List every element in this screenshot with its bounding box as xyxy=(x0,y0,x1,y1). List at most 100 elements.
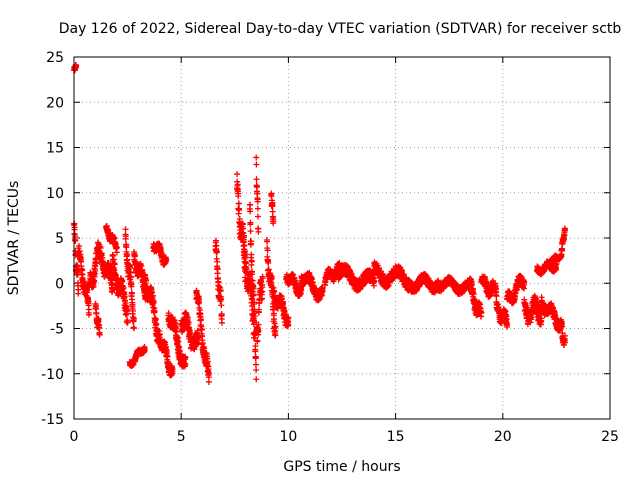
data-point xyxy=(218,302,225,309)
data-point xyxy=(252,354,259,361)
x-tick-label: 10 xyxy=(279,429,297,445)
data-point xyxy=(130,315,137,322)
data-point xyxy=(76,242,83,249)
data-point xyxy=(124,310,131,317)
y-tick-label: -5 xyxy=(50,322,64,338)
data-point xyxy=(285,314,292,321)
data-point xyxy=(127,274,134,281)
data-point xyxy=(254,198,261,205)
data-point xyxy=(204,358,211,365)
data-point xyxy=(217,287,224,294)
data-point xyxy=(264,238,271,245)
data-point xyxy=(272,323,279,330)
data-point xyxy=(72,237,79,244)
data-point xyxy=(255,327,262,334)
data-point xyxy=(213,242,220,249)
data-point xyxy=(247,208,254,215)
data-point xyxy=(259,284,266,291)
data-point xyxy=(234,181,241,188)
data-point xyxy=(252,361,259,368)
data-point xyxy=(76,248,83,255)
data-point xyxy=(86,311,93,318)
data-point xyxy=(124,319,131,326)
data-point xyxy=(214,266,221,273)
data-point xyxy=(122,233,129,240)
data-point xyxy=(249,271,256,278)
data-point xyxy=(234,171,241,178)
data-point xyxy=(247,201,254,208)
data-point xyxy=(151,308,158,315)
data-point xyxy=(259,295,266,302)
data-point xyxy=(272,332,279,339)
data-point xyxy=(164,353,171,360)
x-tick-label: 20 xyxy=(494,429,512,445)
y-tick-label: 10 xyxy=(46,186,64,202)
data-point xyxy=(150,299,157,306)
data-point xyxy=(75,279,82,286)
data-point xyxy=(218,295,225,302)
data-point xyxy=(248,258,255,265)
data-point xyxy=(255,306,262,313)
data-point xyxy=(269,203,276,210)
data-point xyxy=(111,261,118,268)
data-point xyxy=(248,238,255,245)
data-point xyxy=(250,291,257,298)
data-point xyxy=(235,193,242,200)
data-point xyxy=(242,250,249,257)
data-point xyxy=(214,258,221,265)
data-point xyxy=(218,319,225,326)
data-point xyxy=(128,289,135,296)
data-point xyxy=(130,307,137,314)
data-point xyxy=(247,219,254,226)
data-point xyxy=(71,224,78,231)
x-tick-label: 15 xyxy=(387,429,405,445)
y-tick-label: 15 xyxy=(46,141,64,157)
data-point xyxy=(169,366,176,373)
data-point xyxy=(113,249,120,256)
data-point xyxy=(122,226,129,233)
data-point xyxy=(265,259,272,266)
data-point xyxy=(213,249,220,256)
data-point xyxy=(264,247,271,254)
data-point xyxy=(128,283,135,290)
data-point xyxy=(254,337,261,344)
data-point xyxy=(153,320,160,327)
data-point xyxy=(131,252,138,259)
data-point xyxy=(156,331,163,338)
x-tick-label: 5 xyxy=(177,429,186,445)
chart-title: Day 126 of 2022, Sidereal Day-to-day VTE… xyxy=(59,21,622,37)
data-point xyxy=(143,277,150,284)
data-point xyxy=(253,176,260,183)
data-point xyxy=(250,285,257,292)
data-point xyxy=(253,376,260,383)
data-point xyxy=(251,299,258,306)
data-point xyxy=(195,334,202,341)
data-point xyxy=(253,366,260,373)
data-point xyxy=(253,161,260,168)
data-point xyxy=(255,321,262,328)
data-point xyxy=(215,279,222,286)
y-tick-label: 5 xyxy=(55,231,64,247)
data-point xyxy=(163,257,170,264)
data-point xyxy=(96,324,103,331)
data-point xyxy=(247,228,254,235)
data-point xyxy=(236,205,243,212)
data-point xyxy=(75,286,82,293)
y-tick-label: 0 xyxy=(55,276,64,292)
x-axis-label: GPS time / hours xyxy=(283,459,400,475)
y-tick-label: -10 xyxy=(41,367,64,383)
data-point xyxy=(268,275,275,282)
data-point xyxy=(119,277,126,284)
data-point xyxy=(241,232,248,239)
data-point xyxy=(255,228,262,235)
grid xyxy=(74,57,610,419)
data-point xyxy=(182,354,189,361)
data-point xyxy=(259,275,266,282)
data-point xyxy=(206,370,213,377)
data-point xyxy=(493,293,500,300)
data-point xyxy=(298,286,305,293)
data-point xyxy=(141,345,148,352)
data-point xyxy=(254,205,261,212)
